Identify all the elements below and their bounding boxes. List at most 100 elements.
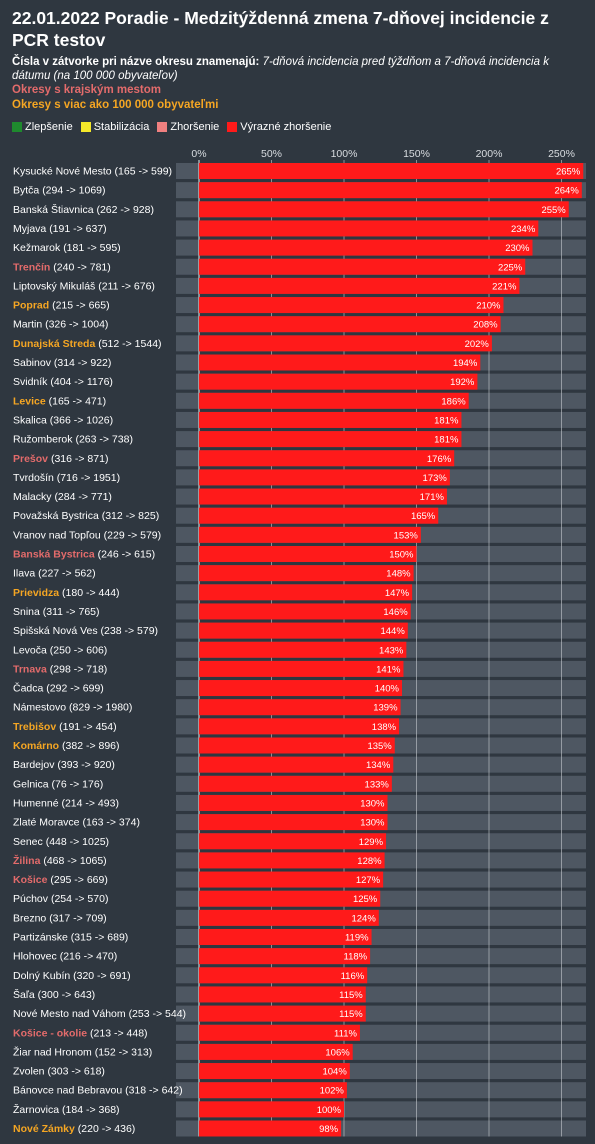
district-name: Partizánske [13, 932, 71, 944]
district-name: Skalica [13, 414, 50, 426]
bar-value-label: 130% [360, 818, 385, 829]
chart-title: 22.01.2022 Poradie - Medzitýždenná zmena… [12, 8, 549, 50]
legend-swatch [80, 122, 91, 132]
district-name: Levoča [13, 644, 50, 656]
category-label: Martin (326 -> 1004) [13, 319, 108, 331]
bar-value-label: 129% [359, 837, 384, 848]
bar-value-label: 115% [339, 990, 363, 1001]
bar-value-label: 106% [325, 1047, 350, 1058]
incidence-detail: (311 -> 765) [43, 606, 100, 618]
bar-value-label: 147% [385, 588, 410, 599]
incidence-detail: (214 -> 493) [61, 797, 119, 809]
chart-subtitle: Čísla v zátvorke pri názve okresu znamen… [12, 55, 587, 83]
incidence-detail: (303 -> 618) [47, 1066, 105, 1078]
district-name: Komárno [13, 740, 62, 752]
bar-value-label: 125% [353, 894, 378, 905]
bar [199, 871, 384, 888]
bar [199, 1120, 342, 1137]
incidence-detail: (254 -> 570) [51, 893, 109, 905]
category-label: Ružomberok (263 -> 738) [13, 434, 133, 446]
bar [199, 182, 582, 199]
x-tick-label: 0% [191, 148, 206, 160]
category-label: Levice (165 -> 471) [13, 395, 106, 407]
category-label: Nové Mesto nad Váhom (253 -> 544) [13, 1008, 186, 1020]
bar-value-label: 144% [380, 626, 405, 637]
bar [199, 775, 392, 792]
bar-value-label: 165% [411, 511, 436, 522]
subtitle-lead: Čísla v zátvorke pri názve okresu znamen… [12, 56, 260, 68]
bar-value-label: 130% [360, 798, 385, 809]
category-label: Malacky (284 -> 771) [13, 491, 112, 503]
bar [199, 546, 417, 562]
bar [199, 756, 394, 773]
district-name: Dolný Kubín [13, 970, 73, 982]
bar-value-label: 176% [427, 454, 452, 465]
bar [199, 794, 388, 811]
bar-value-label: 171% [420, 492, 445, 503]
bar [199, 909, 379, 926]
bar [199, 431, 462, 448]
bar-value-label: 173% [423, 473, 448, 484]
bar [199, 565, 414, 582]
bar-value-label: 153% [394, 530, 419, 541]
bar-value-label: 194% [453, 358, 478, 369]
incidence-detail: (227 -> 562) [38, 568, 96, 580]
bar-value-label: 119% [345, 933, 369, 944]
bar-value-label: 181% [434, 415, 459, 426]
district-name: Púchov [13, 893, 51, 905]
category-label: Trebišov (191 -> 454) [13, 721, 117, 733]
district-name: Senec [13, 836, 46, 848]
bar [199, 660, 404, 677]
district-name: Brezno [13, 912, 49, 924]
category-label: Hlohovec (216 -> 470) [13, 951, 117, 963]
incidence-detail: (246 -> 615) [98, 549, 156, 561]
bar [199, 1101, 344, 1118]
category-label: Ilava (227 -> 562) [13, 568, 96, 580]
bar-value-label: 143% [379, 645, 404, 656]
district-name: Humenné [13, 797, 61, 809]
bar-value-label: 146% [383, 607, 408, 618]
district-name: Nové Mesto nad Váhom [13, 1008, 129, 1020]
bar [199, 354, 481, 371]
category-label: Zlaté Moravce (163 -> 374) [13, 817, 140, 829]
bar-value-label: 98% [319, 1124, 339, 1135]
bar-value-label: 100% [317, 1105, 342, 1116]
bar [199, 277, 520, 294]
bar-value-label: 234% [511, 224, 536, 235]
category-label: Gelnica (76 -> 176) [13, 778, 103, 790]
bar-value-label: 230% [505, 243, 530, 254]
legend-label: Zhoršenie [170, 121, 220, 133]
bar [199, 526, 421, 543]
incidence-detail: (163 -> 374) [82, 817, 140, 829]
category-label: Námestovo (829 -> 1980) [13, 702, 132, 714]
district-name: Žiar nad Hronom [13, 1045, 95, 1058]
bar-value-label: 116% [341, 971, 365, 982]
category-label: Liptovský Mikuláš (211 -> 676) [13, 280, 155, 292]
incidence-detail: (238 -> 579) [101, 625, 159, 637]
district-name: Zlaté Moravce [13, 817, 82, 829]
bar [199, 488, 447, 505]
category-label: Banská Bystrica (246 -> 615) [13, 549, 155, 561]
legend-swatch [227, 122, 238, 132]
bar [199, 1082, 347, 1099]
category-label: Tvrdošín (716 -> 1951) [13, 472, 120, 484]
bar [199, 814, 388, 831]
bar-value-label: 128% [357, 856, 382, 867]
district-name: Levice [13, 395, 49, 407]
category-label: Žilina (468 -> 1065) [13, 854, 107, 867]
bar [199, 392, 469, 409]
bar-value-label: 265% [556, 167, 581, 178]
category-label: Vranov nad Topľou (229 -> 579) [13, 529, 161, 541]
legend-item-significant-worsening: Výrazné zhoršenie [227, 121, 331, 133]
incidence-detail: (294 -> 1069) [42, 185, 105, 197]
incidence-detail: (315 -> 689) [71, 932, 129, 944]
district-name: Ilava [13, 568, 38, 580]
category-label: Košice (295 -> 669) [13, 874, 108, 886]
incidence-detail: (716 -> 1951) [57, 472, 120, 484]
district-name: Bánovce nad Bebravou [13, 1085, 125, 1097]
bar [199, 680, 402, 697]
bar [199, 833, 387, 850]
category-label: Šaľa (300 -> 643) [13, 988, 95, 1001]
district-name: Gelnica [13, 778, 52, 790]
incidence-detail: (213 -> 448) [90, 1027, 148, 1039]
